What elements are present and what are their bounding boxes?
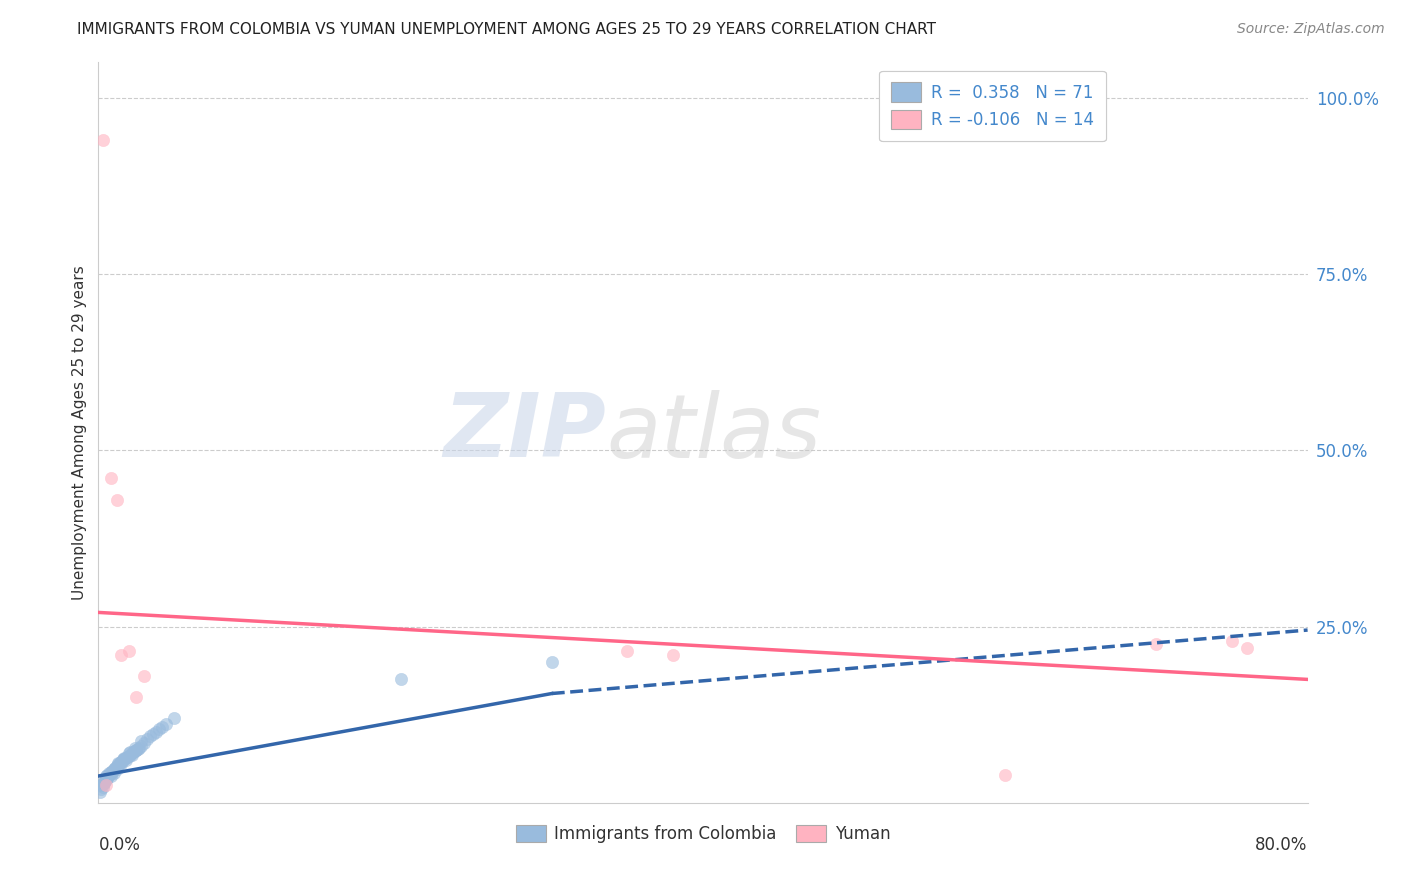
- Point: [100, 769, 122, 783]
- Point: [104, 760, 127, 774]
- Point: [129, 733, 152, 747]
- Legend: Immigrants from Colombia, Yuman: Immigrants from Colombia, Yuman: [509, 819, 897, 850]
- Text: atlas: atlas: [606, 390, 821, 475]
- Point: [108, 756, 131, 771]
- Point: [96, 771, 118, 785]
- Point: [132, 736, 155, 750]
- Point: [98, 767, 121, 781]
- Point: [163, 711, 186, 725]
- Y-axis label: Unemployment Among Ages 25 to 29 years: Unemployment Among Ages 25 to 29 years: [72, 265, 87, 600]
- Point: [118, 747, 141, 761]
- Point: [100, 765, 122, 780]
- Point: [124, 740, 146, 755]
- Point: [105, 492, 128, 507]
- Point: [110, 648, 132, 662]
- Point: [108, 756, 131, 771]
- Point: [121, 747, 143, 761]
- Point: [118, 748, 141, 763]
- Point: [661, 648, 683, 662]
- Point: [103, 762, 125, 776]
- Point: [127, 741, 149, 756]
- Point: [1144, 637, 1167, 651]
- Point: [135, 732, 157, 747]
- Point: [118, 644, 141, 658]
- Point: [89, 785, 111, 799]
- Point: [94, 778, 117, 792]
- Point: [91, 774, 114, 789]
- Point: [114, 751, 136, 765]
- Point: [125, 743, 148, 757]
- Text: ZIP: ZIP: [443, 389, 606, 476]
- Point: [120, 747, 142, 762]
- Point: [125, 743, 148, 757]
- Point: [101, 764, 124, 778]
- Point: [104, 760, 127, 774]
- Text: Source: ZipAtlas.com: Source: ZipAtlas.com: [1237, 22, 1385, 37]
- Point: [94, 769, 117, 783]
- Point: [107, 757, 129, 772]
- Point: [129, 739, 152, 754]
- Point: [96, 767, 118, 781]
- Point: [540, 655, 562, 669]
- Point: [111, 752, 134, 766]
- Point: [90, 781, 112, 796]
- Point: [114, 754, 136, 768]
- Point: [994, 767, 1017, 781]
- Point: [93, 776, 115, 790]
- Point: [91, 780, 114, 795]
- Point: [103, 766, 125, 780]
- Point: [1220, 633, 1243, 648]
- Point: [112, 752, 135, 766]
- Point: [122, 745, 145, 759]
- Point: [100, 766, 122, 780]
- Point: [93, 774, 115, 789]
- Point: [128, 740, 150, 755]
- Point: [139, 729, 162, 743]
- Point: [142, 727, 165, 741]
- Point: [105, 759, 128, 773]
- Text: IMMIGRANTS FROM COLOMBIA VS YUMAN UNEMPLOYMENT AMONG AGES 25 TO 29 YEARS CORRELA: IMMIGRANTS FROM COLOMBIA VS YUMAN UNEMPL…: [77, 22, 936, 37]
- Point: [124, 744, 146, 758]
- Point: [1236, 640, 1258, 655]
- Point: [98, 766, 121, 780]
- Point: [132, 669, 155, 683]
- Point: [148, 722, 170, 736]
- Text: 0.0%: 0.0%: [98, 836, 141, 855]
- Point: [115, 750, 138, 764]
- Point: [110, 757, 132, 772]
- Point: [111, 754, 134, 768]
- Point: [107, 756, 129, 771]
- Point: [101, 764, 124, 779]
- Point: [121, 747, 143, 762]
- Point: [155, 716, 177, 731]
- Point: [90, 778, 112, 792]
- Point: [120, 745, 142, 759]
- Point: [94, 773, 117, 788]
- Point: [389, 673, 412, 687]
- Point: [93, 776, 115, 790]
- Text: 80.0%: 80.0%: [1256, 836, 1308, 855]
- Point: [112, 751, 135, 765]
- Point: [105, 762, 128, 776]
- Point: [150, 720, 173, 734]
- Point: [125, 690, 148, 704]
- Point: [100, 471, 122, 485]
- Point: [110, 755, 132, 769]
- Point: [96, 771, 118, 785]
- Point: [91, 133, 114, 147]
- Point: [616, 644, 638, 658]
- Point: [145, 725, 167, 739]
